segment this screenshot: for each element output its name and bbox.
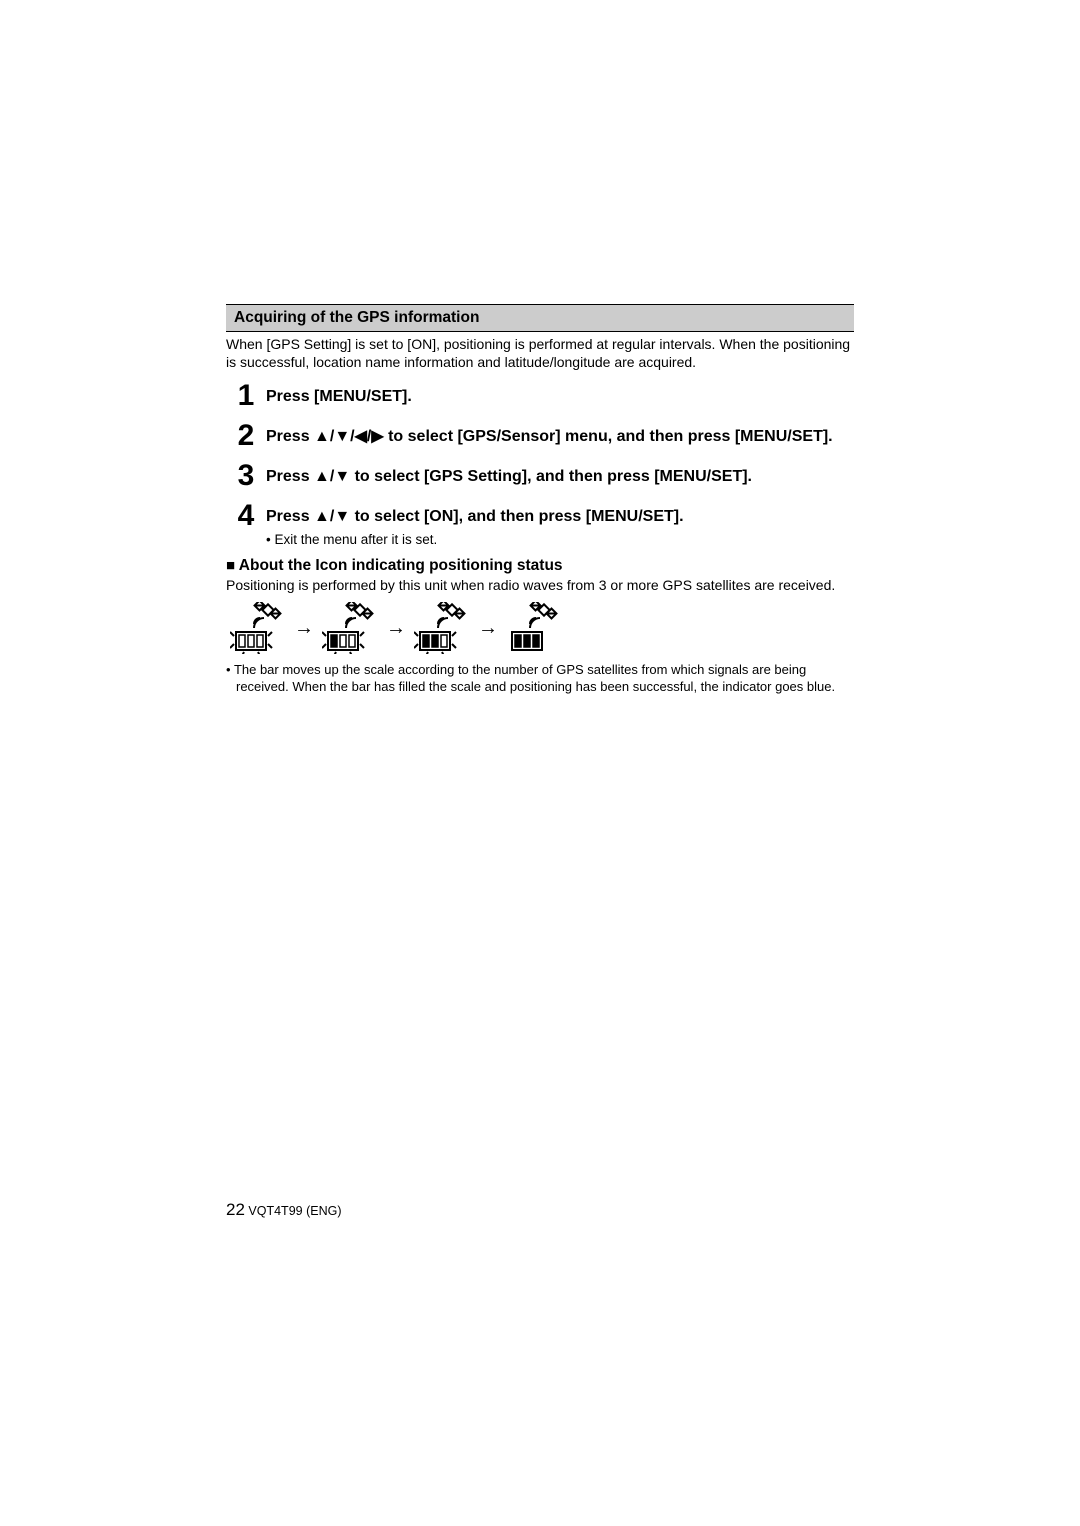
step-instruction: Press ▲/▼ to select [ON], and then press… bbox=[266, 507, 854, 528]
step-instruction: Press ▲/▼ to select [GPS Setting], and t… bbox=[266, 467, 854, 488]
intro-text: When [GPS Setting] is set to [ON], posit… bbox=[226, 336, 854, 371]
gps-icon-progress-row: → → → bbox=[230, 602, 854, 654]
gps-status-icon bbox=[414, 602, 470, 654]
arrow-right-icon: → bbox=[294, 617, 314, 640]
gps-status-icon bbox=[230, 602, 286, 654]
arrow-right-icon: → bbox=[478, 617, 498, 640]
step-instruction: Press [MENU/SET]. bbox=[266, 387, 854, 408]
step-subnote: Exit the menu after it is set. bbox=[274, 532, 854, 547]
step-row: 4Press ▲/▼ to select [ON], and then pres… bbox=[226, 501, 854, 547]
step-body: Press ▲/▼ to select [GPS Setting], and t… bbox=[266, 461, 854, 488]
step-row: 2Press ▲/▼/◀/▶ to select [GPS/Sensor] me… bbox=[226, 421, 854, 451]
arrow-right-icon: → bbox=[386, 617, 406, 640]
step-number: 3 bbox=[226, 461, 266, 491]
step-body: Press ▲/▼/◀/▶ to select [GPS/Sensor] men… bbox=[266, 421, 854, 448]
subheading-description: Positioning is performed by this unit wh… bbox=[226, 577, 854, 595]
page-number: 22 bbox=[226, 1200, 245, 1219]
gps-status-icon bbox=[322, 602, 378, 654]
bullet-icon bbox=[226, 662, 234, 677]
square-bullet-icon: ■ bbox=[226, 557, 235, 574]
section-heading: Acquiring of the GPS information bbox=[226, 304, 854, 332]
subheading-text: About the Icon indicating positioning st… bbox=[239, 557, 563, 574]
step-number: 1 bbox=[226, 381, 266, 411]
step-number: 2 bbox=[226, 421, 266, 451]
footnote-text: The bar moves up the scale according to … bbox=[236, 662, 854, 695]
page-footer: 22 VQT4T99 (ENG) bbox=[226, 1200, 341, 1220]
step-number: 4 bbox=[226, 501, 266, 531]
step-instruction: Press ▲/▼/◀/▶ to select [GPS/Sensor] men… bbox=[266, 427, 854, 448]
subheading: ■ About the Icon indicating positioning … bbox=[226, 557, 854, 575]
step-row: 3Press ▲/▼ to select [GPS Setting], and … bbox=[226, 461, 854, 491]
step-row: 1Press [MENU/SET]. bbox=[226, 381, 854, 411]
step-body: Press [MENU/SET]. bbox=[266, 381, 854, 408]
step-body: Press ▲/▼ to select [ON], and then press… bbox=[266, 501, 854, 547]
doc-code: VQT4T99 (ENG) bbox=[248, 1204, 341, 1218]
gps-status-icon bbox=[506, 602, 562, 654]
